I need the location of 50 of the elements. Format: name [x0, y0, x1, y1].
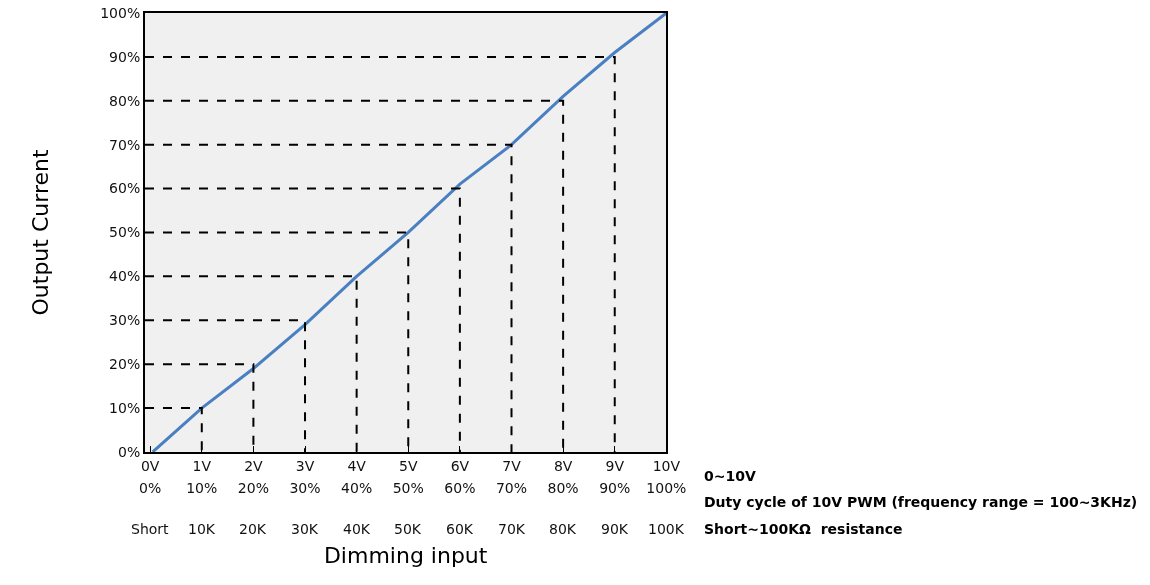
x2-tick-label: 10% [186, 480, 218, 497]
text: 20K [239, 521, 267, 537]
text: 50K [394, 521, 422, 537]
y-tick-label: 80% [109, 92, 141, 109]
x2-tick-label: 100% [646, 480, 687, 497]
x-tick-label: 7V [502, 457, 522, 474]
x2-tick-label: 50% [392, 480, 424, 497]
y-tick-label: 40% [109, 268, 141, 285]
x-tick-label: 1V [192, 457, 212, 474]
text: Duty cycle of 10V PWM (frequency range = 100~3KHz) [704, 494, 1138, 510]
x-tick-label: 3V [295, 457, 315, 474]
text: 30K [291, 521, 319, 537]
text: 10K [188, 521, 216, 537]
y-tick-label: 10% [109, 399, 141, 416]
text: Short [131, 521, 170, 537]
y-tick-label: 90% [109, 48, 141, 65]
y-tick-label: 60% [109, 180, 141, 197]
x-tick-label: 5V [399, 457, 418, 474]
y-axis-title: Output Current [28, 149, 54, 316]
x-tick-label: 0V [140, 457, 160, 474]
x2-tick-label: 30% [289, 480, 321, 497]
text: 0~10V [704, 468, 756, 484]
text: 100K [648, 521, 685, 537]
y-tick-label: 100% [100, 4, 141, 21]
text: 40K [343, 521, 371, 537]
x-tick-label: 4V [347, 457, 367, 474]
x2-tick-label: 80% [547, 480, 579, 497]
text: 70K [498, 521, 526, 537]
text: 80K [549, 521, 577, 537]
x-tick-label: 10V [652, 457, 681, 474]
line-series [151, 13, 667, 452]
x2-tick-label: 70% [495, 480, 528, 497]
x-tick-label: 9V [605, 457, 625, 474]
y-tick-label: 0% [117, 443, 141, 460]
x-tick-label: 2V [244, 457, 264, 474]
x-tick-label: 8V [553, 457, 573, 474]
y-tick-label: 70% [109, 136, 141, 153]
x2-tick-label: 90% [599, 480, 631, 497]
y-tick-label: 30% [109, 312, 141, 329]
x2-tick-label: 40% [341, 480, 373, 497]
x2-tick-label: 60% [444, 480, 476, 497]
text: 60K [446, 521, 474, 537]
text: 90K [601, 521, 629, 537]
x2-tick-label: 0% [139, 480, 162, 497]
y-tick-label: 20% [109, 356, 141, 373]
text: Short~100KΩ resistance [704, 521, 903, 537]
y-tick-label: 50% [109, 224, 141, 241]
x-tick-label: 6V [450, 457, 470, 474]
x-axis-title: Dimming input [323, 542, 488, 568]
x2-tick-label: 20% [237, 480, 269, 497]
